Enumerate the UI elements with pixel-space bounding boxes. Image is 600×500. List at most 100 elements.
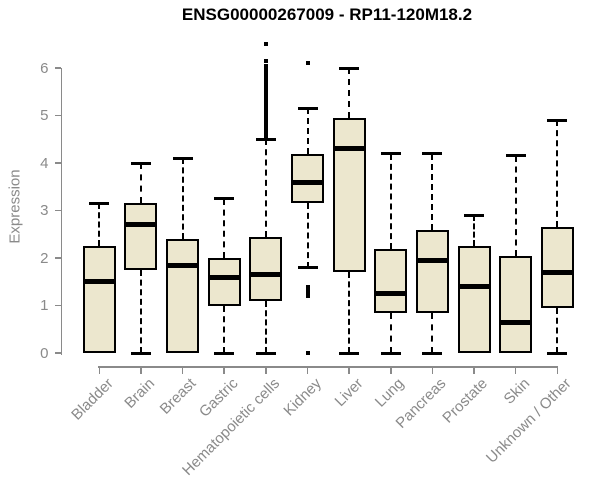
whisker-cap-lower-unknown-other [547, 351, 568, 355]
box-lung [374, 248, 408, 313]
outlier-kidney [305, 294, 310, 298]
box-unknown-other [540, 227, 574, 308]
y-tick [54, 162, 61, 164]
box-pancreas [415, 229, 449, 313]
whisker-cap-upper-liver [339, 66, 360, 70]
whisker-upper-gastric [223, 198, 226, 258]
x-category-label-lung: Lung [372, 375, 408, 411]
outlier-hematopoietic-cells [263, 89, 268, 94]
outlier-hematopoietic-cells [263, 123, 268, 127]
x-axis-line [98, 366, 559, 368]
y-axis-line [60, 68, 62, 355]
x-tick [348, 367, 350, 374]
whisker-cap-upper-breast [172, 156, 193, 160]
outlier-hematopoietic-cells [263, 96, 268, 101]
outlier-hematopoietic-cells [263, 118, 268, 123]
whisker-cap-upper-skin [505, 154, 526, 158]
box-skin [499, 255, 533, 353]
median-pancreas [415, 257, 449, 263]
x-category-label-liver: Liver [331, 375, 367, 411]
median-prostate [457, 284, 491, 289]
whisker-upper-kidney [306, 108, 309, 154]
whisker-cap-upper-gastric [214, 197, 235, 201]
y-tick-label: 3 [40, 202, 49, 219]
x-category-label-prostate: Prostate [439, 375, 492, 427]
whisker-cap-upper-brain [130, 161, 151, 165]
y-tick [54, 304, 61, 307]
x-tick [223, 367, 225, 374]
outlier-hematopoietic-cells [263, 80, 268, 85]
whisker-cap-upper-pancreas [422, 152, 443, 155]
outlier-kidney [305, 284, 310, 289]
y-tick-label: 5 [40, 107, 49, 124]
y-tick-label: 0 [40, 344, 49, 362]
box-bladder [82, 246, 116, 353]
outlier-hematopoietic-cells [263, 106, 268, 111]
outlier-kidney [305, 351, 310, 355]
whisker-cap-upper-lung [380, 152, 401, 155]
outlier-hematopoietic-cells [263, 75, 268, 80]
median-bladder [82, 279, 116, 285]
x-tick [181, 367, 184, 374]
y-tick-label: 1 [40, 297, 49, 314]
outlier-hematopoietic-cells [263, 120, 268, 125]
x-tick [390, 367, 392, 374]
whisker-lower-hematopoietic-cells [264, 300, 267, 353]
x-tick [140, 367, 142, 374]
whisker-lower-brain [139, 269, 142, 353]
outlier-hematopoietic-cells [263, 132, 268, 137]
whisker-cap-lower-gastric [214, 351, 235, 355]
outlier-hematopoietic-cells [263, 77, 268, 82]
x-category-label-kidney: Kidney [280, 375, 325, 420]
outlier-hematopoietic-cells [263, 68, 268, 73]
outlier-kidney [305, 61, 310, 66]
outlier-hematopoietic-cells [263, 87, 268, 92]
x-tick [556, 367, 559, 374]
median-skin [499, 319, 533, 325]
box-gastric [207, 258, 241, 306]
outlier-hematopoietic-cells [263, 134, 268, 139]
y-tick [54, 67, 61, 69]
y-tick-label: 2 [40, 249, 49, 267]
x-tick [473, 367, 475, 374]
outlier-hematopoietic-cells [263, 111, 268, 116]
x-tick [98, 367, 101, 374]
whisker-upper-hematopoietic-cells [264, 139, 267, 237]
box-breast [166, 239, 200, 353]
outlier-hematopoietic-cells [263, 82, 268, 87]
whisker-upper-unknown-other [556, 120, 559, 228]
median-kidney [291, 179, 324, 185]
outlier-hematopoietic-cells [263, 130, 268, 135]
median-unknown-other [540, 269, 574, 275]
whisker-lower-pancreas [431, 312, 434, 353]
outlier-hematopoietic-cells [263, 104, 268, 108]
whisker-lower-kidney [306, 203, 309, 268]
x-tick [265, 367, 267, 374]
outlier-hematopoietic-cells [263, 94, 268, 99]
x-category-label-bladder: Bladder [67, 375, 117, 424]
whisker-cap-lower-liver [339, 351, 360, 355]
whisker-lower-liver [348, 272, 351, 353]
x-category-label-breast: Breast [156, 375, 200, 418]
whisker-upper-prostate [473, 215, 476, 247]
box-prostate [457, 246, 491, 353]
box-brain [124, 203, 158, 270]
y-tick [54, 352, 61, 354]
outlier-hematopoietic-cells [263, 85, 268, 89]
whisker-upper-brain [139, 163, 142, 204]
median-gastric [207, 274, 241, 280]
median-breast [166, 262, 200, 268]
whisker-cap-lower-brain [130, 351, 151, 355]
whisker-lower-unknown-other [556, 307, 559, 353]
y-tick-label: 4 [40, 154, 49, 172]
whisker-lower-lung [389, 312, 392, 353]
outlier-kidney [305, 286, 310, 291]
median-liver [332, 146, 366, 152]
box-liver [332, 117, 366, 273]
median-lung [374, 291, 408, 297]
y-tick [54, 257, 61, 259]
outlier-hematopoietic-cells [263, 63, 268, 68]
whisker-cap-upper-unknown-other [547, 118, 568, 122]
whisker-cap-lower-pancreas [422, 351, 443, 355]
outlier-hematopoietic-cells [263, 113, 268, 118]
